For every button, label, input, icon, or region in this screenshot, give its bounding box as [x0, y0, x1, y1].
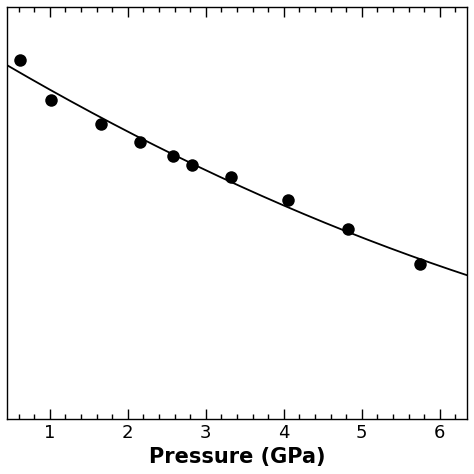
Point [227, 173, 235, 181]
Point [169, 152, 177, 160]
Point [344, 226, 352, 233]
Point [188, 161, 196, 168]
Point [136, 138, 143, 146]
Point [97, 120, 104, 128]
Point [17, 56, 24, 64]
X-axis label: Pressure (GPa): Pressure (GPa) [149, 447, 325, 467]
Point [417, 261, 424, 268]
Point [284, 196, 292, 203]
Point [47, 96, 55, 104]
